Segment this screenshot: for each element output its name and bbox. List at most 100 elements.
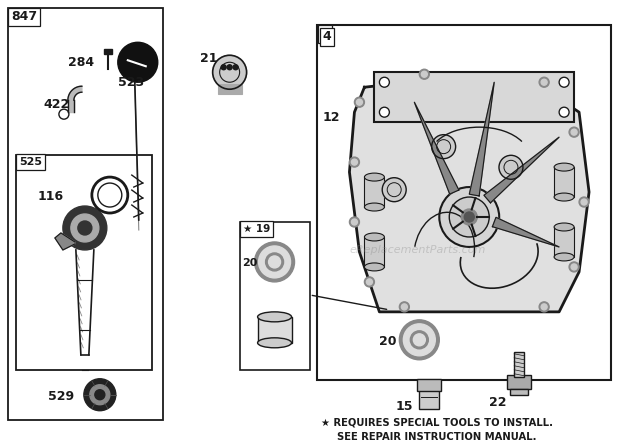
Bar bbox=[8, 8, 162, 420]
Circle shape bbox=[539, 77, 549, 87]
Ellipse shape bbox=[365, 203, 384, 211]
Text: ★ REQUIRES SPECIAL TOOLS TO INSTALL.: ★ REQUIRES SPECIAL TOOLS TO INSTALL. bbox=[322, 418, 554, 428]
Bar bbox=[365, 177, 384, 207]
Ellipse shape bbox=[257, 312, 291, 322]
Bar bbox=[365, 237, 384, 267]
Circle shape bbox=[350, 217, 360, 227]
Circle shape bbox=[71, 214, 99, 242]
Text: 21: 21 bbox=[200, 52, 217, 65]
Circle shape bbox=[350, 157, 360, 167]
Text: 22: 22 bbox=[489, 396, 507, 409]
Ellipse shape bbox=[365, 233, 384, 241]
Text: 4: 4 bbox=[322, 30, 331, 43]
Ellipse shape bbox=[257, 338, 291, 348]
Circle shape bbox=[366, 279, 373, 285]
Text: 15: 15 bbox=[396, 400, 413, 413]
Bar bbox=[507, 375, 531, 389]
Circle shape bbox=[569, 262, 579, 272]
Polygon shape bbox=[414, 102, 459, 194]
Text: SEE REPAIR INSTRUCTION MANUAL.: SEE REPAIR INSTRUCTION MANUAL. bbox=[337, 432, 537, 442]
Bar bbox=[218, 84, 242, 94]
Polygon shape bbox=[484, 137, 559, 203]
Circle shape bbox=[410, 331, 428, 349]
Circle shape bbox=[356, 99, 363, 105]
Circle shape bbox=[440, 187, 499, 247]
Text: 20: 20 bbox=[379, 335, 397, 348]
Circle shape bbox=[450, 197, 489, 237]
Circle shape bbox=[265, 253, 283, 271]
Polygon shape bbox=[469, 82, 494, 196]
Circle shape bbox=[569, 127, 579, 137]
Bar bbox=[374, 72, 574, 122]
Bar bbox=[104, 49, 112, 54]
Circle shape bbox=[355, 97, 365, 107]
Circle shape bbox=[365, 277, 374, 287]
Ellipse shape bbox=[554, 163, 574, 171]
Circle shape bbox=[422, 71, 427, 77]
Text: 523: 523 bbox=[118, 76, 144, 89]
Circle shape bbox=[213, 55, 247, 89]
Bar bbox=[239, 222, 309, 370]
Circle shape bbox=[255, 242, 294, 282]
Text: 422: 422 bbox=[44, 98, 70, 111]
Text: 529: 529 bbox=[48, 390, 74, 403]
Text: 12: 12 bbox=[322, 111, 340, 124]
Bar bbox=[419, 389, 440, 409]
Circle shape bbox=[571, 264, 577, 270]
Polygon shape bbox=[350, 82, 589, 312]
Circle shape bbox=[401, 304, 407, 310]
Circle shape bbox=[379, 107, 389, 117]
Circle shape bbox=[95, 390, 105, 400]
Polygon shape bbox=[492, 217, 559, 247]
Bar bbox=[16, 155, 152, 370]
Circle shape bbox=[233, 65, 238, 70]
Circle shape bbox=[78, 221, 92, 235]
Circle shape bbox=[539, 302, 549, 312]
Circle shape bbox=[268, 256, 281, 268]
Circle shape bbox=[63, 206, 107, 250]
Circle shape bbox=[352, 219, 357, 225]
Circle shape bbox=[579, 197, 589, 207]
Circle shape bbox=[227, 65, 232, 70]
Circle shape bbox=[559, 107, 569, 117]
Circle shape bbox=[464, 212, 474, 222]
Ellipse shape bbox=[554, 253, 574, 261]
Circle shape bbox=[419, 69, 429, 79]
Circle shape bbox=[559, 77, 569, 87]
Circle shape bbox=[382, 178, 406, 202]
Polygon shape bbox=[55, 233, 75, 250]
Text: 525: 525 bbox=[19, 157, 42, 167]
Circle shape bbox=[414, 334, 425, 346]
Circle shape bbox=[84, 379, 116, 411]
Circle shape bbox=[541, 304, 547, 310]
Text: 20: 20 bbox=[242, 258, 258, 268]
Circle shape bbox=[499, 155, 523, 179]
Ellipse shape bbox=[365, 173, 384, 181]
Text: ★ 19: ★ 19 bbox=[242, 224, 270, 234]
Circle shape bbox=[461, 209, 477, 225]
Bar bbox=[257, 317, 291, 343]
Bar bbox=[317, 25, 611, 380]
Text: 4: 4 bbox=[321, 27, 329, 40]
Circle shape bbox=[404, 324, 435, 356]
Bar bbox=[417, 379, 441, 391]
Circle shape bbox=[571, 129, 577, 135]
Bar bbox=[514, 352, 524, 377]
Circle shape bbox=[90, 385, 110, 405]
Circle shape bbox=[352, 159, 357, 165]
Text: 847: 847 bbox=[11, 10, 37, 23]
Ellipse shape bbox=[554, 193, 574, 201]
Circle shape bbox=[432, 135, 456, 159]
Text: 116: 116 bbox=[38, 190, 64, 202]
Circle shape bbox=[581, 199, 587, 205]
Bar bbox=[510, 389, 528, 395]
Polygon shape bbox=[68, 86, 82, 100]
Bar bbox=[554, 227, 574, 257]
Bar bbox=[68, 100, 74, 112]
Circle shape bbox=[379, 77, 389, 87]
Text: eReplacementParts.com: eReplacementParts.com bbox=[350, 245, 486, 255]
Circle shape bbox=[541, 79, 547, 85]
Circle shape bbox=[221, 65, 226, 70]
Circle shape bbox=[118, 42, 157, 82]
Bar bbox=[554, 167, 574, 197]
